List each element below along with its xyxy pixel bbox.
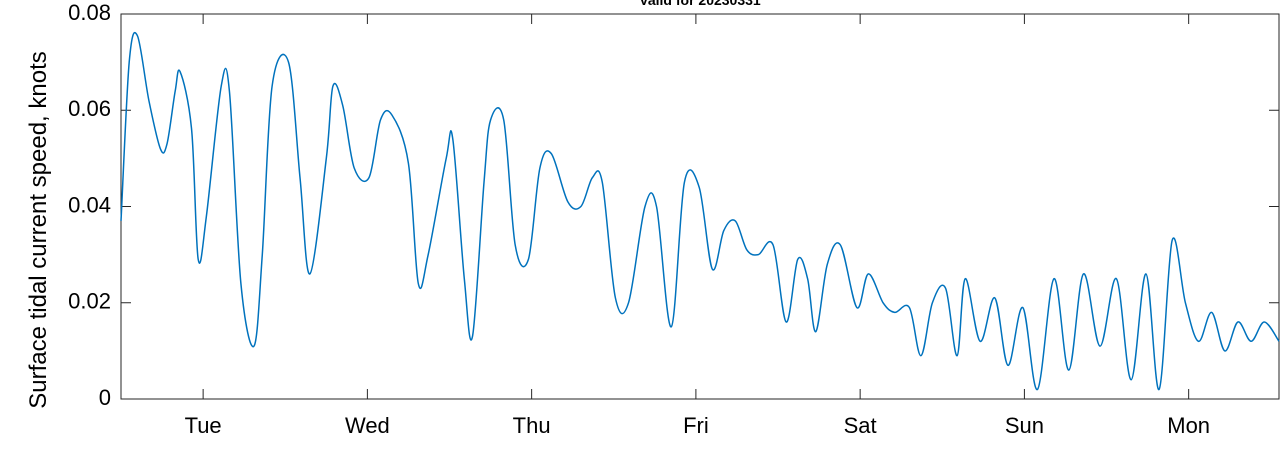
- x-tick-label: Tue: [185, 413, 222, 438]
- y-axis-label: Surface tidal current speed, knots: [25, 51, 52, 409]
- x-tick-label: Sat: [844, 413, 877, 438]
- x-tick-label: Wed: [345, 413, 390, 438]
- y-tick-label: 0.02: [68, 289, 111, 314]
- series-line: [120, 31, 1280, 391]
- y-tick-label: 0.08: [68, 0, 111, 25]
- y-tick-label: 0.06: [68, 96, 111, 121]
- x-ticks: Tue Wed Thu Fri Sat Sun Mon: [185, 14, 1210, 438]
- x-tick-label: Sun: [1005, 413, 1044, 438]
- y-ticks: 0 0.02 0.04 0.06 0.08: [68, 0, 1279, 410]
- x-tick-label: Thu: [513, 413, 551, 438]
- chart-title: Valid for 20230331: [639, 0, 761, 8]
- y-tick-label: 0: [99, 385, 111, 410]
- x-tick-label: Fri: [683, 413, 709, 438]
- y-tick-label: 0.04: [68, 192, 111, 217]
- x-tick-label: Mon: [1167, 413, 1210, 438]
- plot-area: [120, 13, 1280, 400]
